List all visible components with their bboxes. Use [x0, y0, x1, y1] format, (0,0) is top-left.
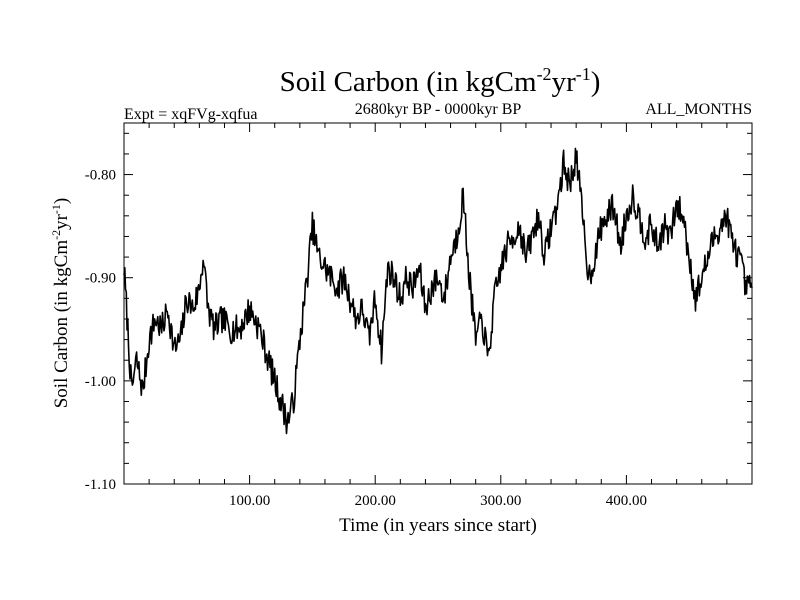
- y-axis-label: Soil Carbon (in kgCm-2yr-1): [49, 198, 72, 409]
- axis-ticks: -1.10 -1.00 -0.90 -0.80 100.00 200.00 300.00 40…: [85, 123, 753, 509]
- y-tick-label: -1.10: [85, 477, 116, 493]
- x-tick-label: 400.00: [606, 493, 647, 509]
- plot-frame: [123, 122, 753, 485]
- x-axis-label: Time (in years since start): [339, 515, 537, 536]
- y-tick-label: -0.80: [85, 168, 116, 184]
- soil-carbon-series-line: [123, 147, 753, 435]
- x-tick-label: 300.00: [480, 493, 521, 509]
- chart-title: Soil Carbon (in kgCm-2yr-1): [280, 64, 601, 98]
- y-tick-label: -1.00: [85, 374, 116, 390]
- x-tick-label: 200.00: [355, 493, 396, 509]
- subtitle-months: ALL_MONTHS: [645, 101, 752, 118]
- y-tick-label: -0.90: [85, 271, 116, 287]
- subtitle-experiment: Expt = xqFVg-xqfua: [124, 106, 257, 123]
- subtitle-time-range: 2680kyr BP - 0000kyr BP: [355, 101, 522, 118]
- x-tick-label: 100.00: [229, 493, 270, 509]
